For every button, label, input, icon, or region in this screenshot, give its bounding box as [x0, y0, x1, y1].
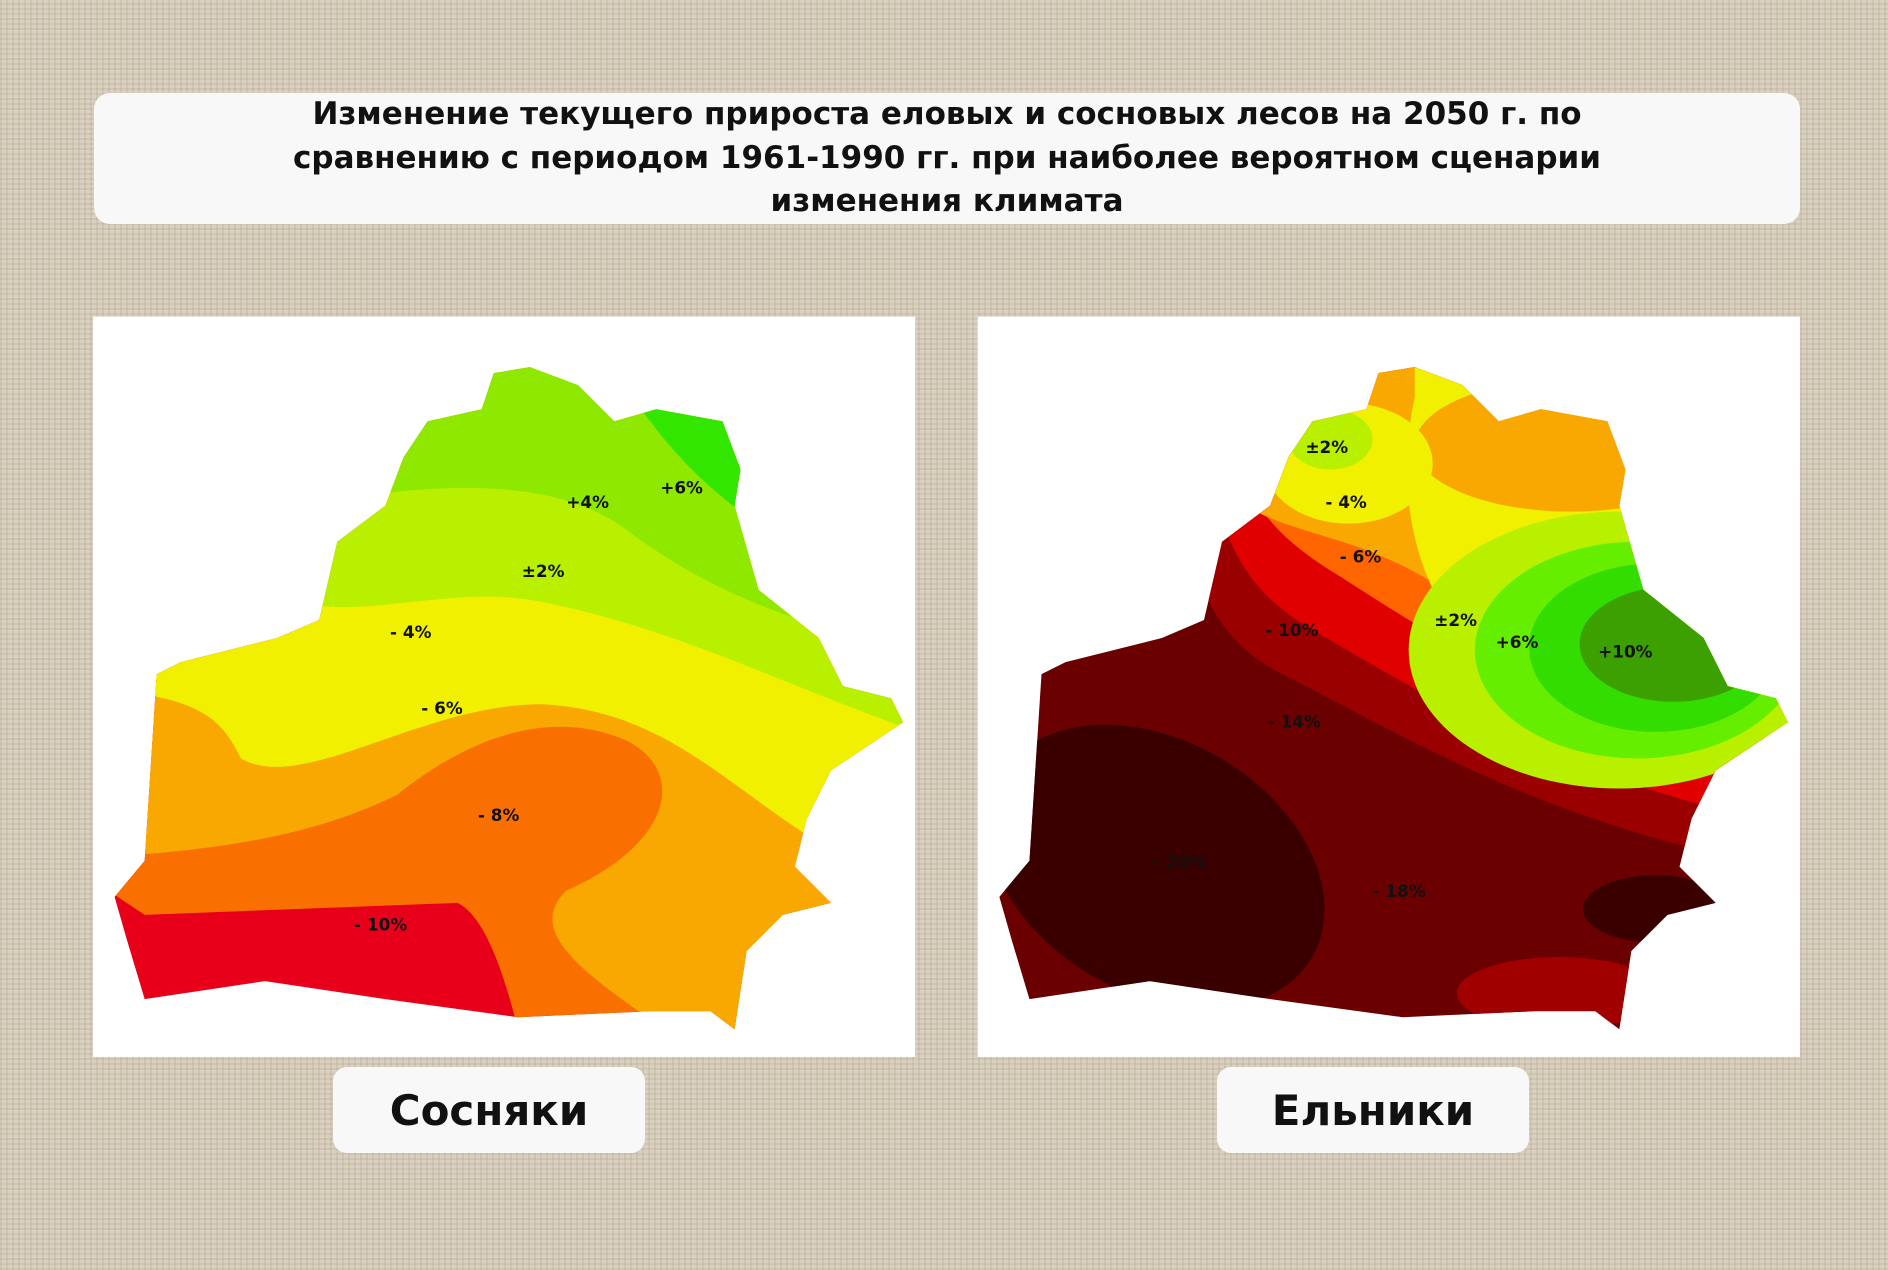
contour-label: - 14% [1268, 711, 1321, 731]
contour-label: - 6% [1340, 546, 1382, 566]
contour-label: ±2% [1434, 610, 1477, 630]
contour-label: +10% [1598, 641, 1653, 661]
contour-label: ±2% [522, 561, 565, 581]
contour-label: - 4% [1325, 492, 1367, 512]
title: Изменение текущего прироста еловых и сос… [94, 93, 1800, 224]
contour-label: ±2% [1305, 437, 1348, 457]
map-label: Сосняки [333, 1067, 645, 1153]
contour-label: - 8% [478, 805, 520, 825]
contour-label: - 10% [354, 915, 407, 935]
contour-label: - 4% [390, 622, 432, 642]
contour-label: +6% [1496, 632, 1539, 652]
map-label: Ельники [1217, 1067, 1529, 1153]
contour-label: +6% [660, 478, 703, 498]
contour-label: - 20% [1153, 852, 1206, 872]
contour-label: - 10% [1265, 620, 1318, 640]
contour-label: - 6% [421, 698, 463, 718]
contour-label: +4% [566, 492, 609, 512]
contour-label: - 18% [1372, 881, 1425, 901]
